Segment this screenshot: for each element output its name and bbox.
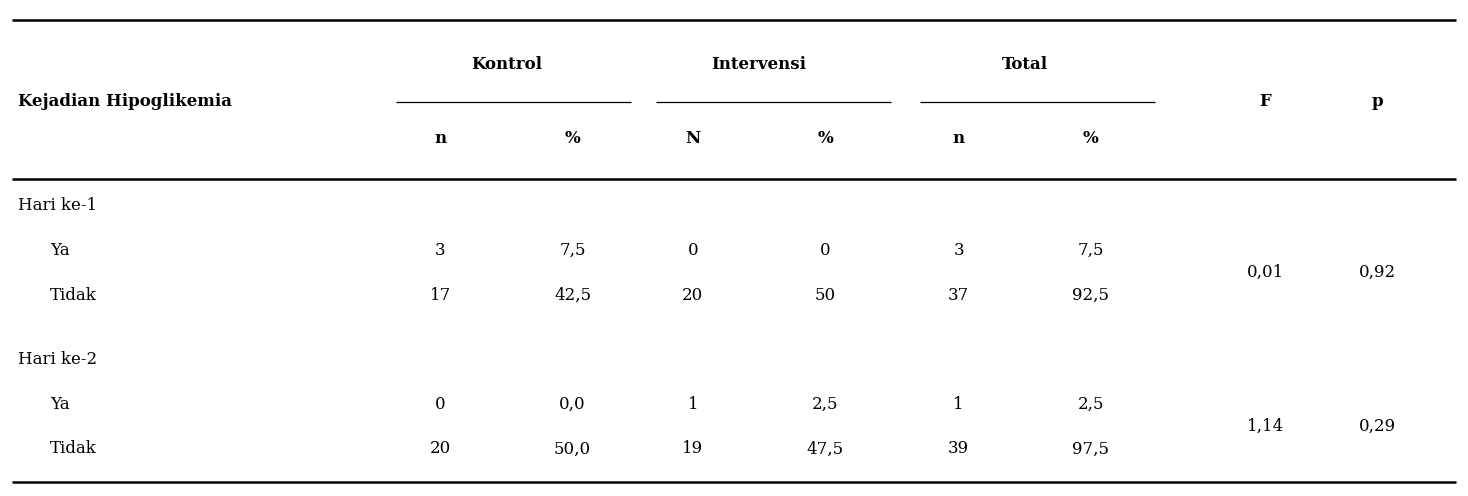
- Text: N: N: [686, 130, 700, 147]
- Text: 97,5: 97,5: [1072, 440, 1110, 457]
- Text: 0,29: 0,29: [1358, 418, 1396, 435]
- Text: Ya: Ya: [50, 396, 69, 413]
- Text: 17: 17: [430, 287, 451, 304]
- Text: %: %: [818, 130, 832, 147]
- Text: 37: 37: [948, 287, 969, 304]
- Text: 39: 39: [948, 440, 969, 457]
- Text: Hari ke-1: Hari ke-1: [18, 197, 97, 214]
- Text: 50: 50: [815, 287, 835, 304]
- Text: 1: 1: [953, 396, 964, 413]
- Text: 92,5: 92,5: [1072, 287, 1110, 304]
- Text: %: %: [1083, 130, 1098, 147]
- Text: n: n: [953, 130, 964, 147]
- Text: 2,5: 2,5: [1078, 396, 1104, 413]
- Text: F: F: [1260, 93, 1271, 110]
- Text: 1,14: 1,14: [1246, 418, 1284, 435]
- Text: Tidak: Tidak: [50, 287, 97, 304]
- Text: 0,0: 0,0: [559, 396, 586, 413]
- Text: Kejadian Hipoglikemia: Kejadian Hipoglikemia: [18, 93, 232, 110]
- Text: 1: 1: [687, 396, 699, 413]
- Text: 42,5: 42,5: [553, 287, 592, 304]
- Text: Intervensi: Intervensi: [712, 56, 806, 73]
- Text: 7,5: 7,5: [559, 242, 586, 259]
- Text: 20: 20: [430, 440, 451, 457]
- Text: 0,92: 0,92: [1358, 264, 1396, 281]
- Text: 0: 0: [435, 396, 446, 413]
- Text: Hari ke-2: Hari ke-2: [18, 351, 97, 368]
- Text: 20: 20: [683, 287, 703, 304]
- Text: Ya: Ya: [50, 242, 69, 259]
- Text: 50,0: 50,0: [553, 440, 592, 457]
- Text: Total: Total: [1001, 56, 1048, 73]
- Text: Tidak: Tidak: [50, 440, 97, 457]
- Text: 0: 0: [687, 242, 699, 259]
- Text: 0: 0: [819, 242, 831, 259]
- Text: 19: 19: [683, 440, 703, 457]
- Text: p: p: [1371, 93, 1383, 110]
- Text: Kontrol: Kontrol: [471, 56, 542, 73]
- Text: 0,01: 0,01: [1246, 264, 1284, 281]
- Text: 2,5: 2,5: [812, 396, 838, 413]
- Text: 3: 3: [953, 242, 964, 259]
- Text: n: n: [435, 130, 446, 147]
- Text: 7,5: 7,5: [1078, 242, 1104, 259]
- Text: 3: 3: [435, 242, 446, 259]
- Text: 47,5: 47,5: [806, 440, 844, 457]
- Text: %: %: [565, 130, 580, 147]
